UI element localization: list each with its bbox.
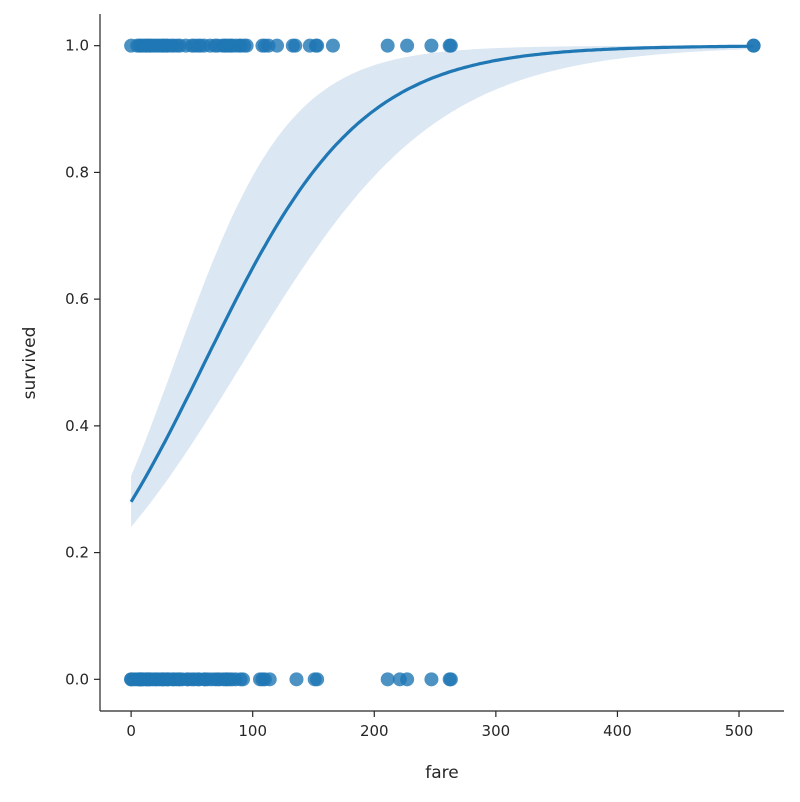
x-tick-label: 200 (360, 722, 389, 740)
data-point-survived (746, 38, 761, 53)
y-tick-label: 0.0 (65, 670, 89, 688)
y-tick-label: 0.8 (65, 163, 89, 181)
x-tick-label: 0 (126, 722, 136, 740)
data-point-survived (443, 38, 458, 53)
data-point-not-survived (443, 672, 458, 687)
y-tick-label: 0.6 (65, 290, 89, 308)
data-point-survived (270, 38, 285, 53)
data-point-survived (380, 38, 395, 53)
data-point-not-survived (424, 672, 439, 687)
data-point-survived (424, 38, 439, 53)
y-axis-label: survived (20, 327, 40, 400)
logistic-fit-line (129, 44, 754, 503)
data-point-not-survived (235, 672, 250, 687)
data-point-not-survived (400, 672, 415, 687)
x-tick-label: 400 (603, 722, 632, 740)
x-tick-label: 500 (725, 722, 754, 740)
data-point-survived (310, 38, 325, 53)
data-point-survived (288, 38, 303, 53)
data-point-survived (239, 38, 254, 53)
data-point-not-survived (289, 672, 304, 687)
y-tick-label: 0.2 (65, 544, 89, 562)
data-point-not-survived (310, 672, 325, 687)
data-point-survived (400, 38, 415, 53)
y-tick-label: 1.0 (65, 37, 89, 55)
confidence-band (131, 45, 754, 527)
y-ticks: 0.0 0.2 0.4 0.6 0.8 1.0 (65, 37, 100, 688)
x-axis-label: fare (425, 763, 458, 783)
data-point-not-survived (262, 672, 277, 687)
confidence-band-layer (131, 45, 754, 527)
data-point-not-survived (380, 672, 395, 687)
x-tick-label: 300 (482, 722, 511, 740)
x-tick-label: 100 (238, 722, 267, 740)
y-tick-label: 0.4 (65, 417, 89, 435)
x-ticks: 0 100 200 300 400 500 (126, 711, 753, 740)
data-point-survived (325, 38, 340, 53)
fit-curve-layer (129, 44, 754, 503)
points-layer (124, 38, 761, 687)
